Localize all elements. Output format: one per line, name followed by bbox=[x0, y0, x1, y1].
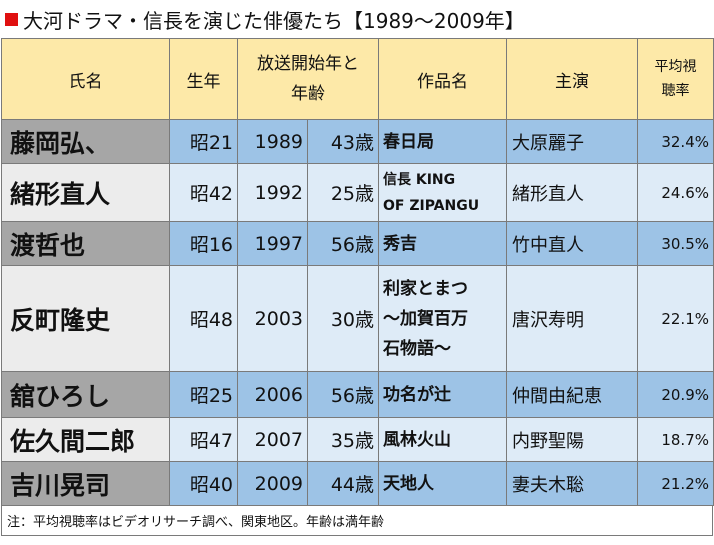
header-start-line2: 年齢 bbox=[291, 84, 325, 104]
table-row: 吉川晃司 昭40 2009 44歳 天地人 妻夫木聡 21.2% bbox=[1, 461, 714, 506]
name-cell: 吉川晃司 bbox=[1, 461, 170, 506]
year-cell: 2009 bbox=[237, 461, 308, 506]
work-line: 春日局 bbox=[383, 131, 434, 152]
title-text: 大河ドラマ・信長を演じた俳優たち【1989～2009年】 bbox=[23, 8, 525, 33]
table-row: 藤岡弘、 昭21 1989 43歳 春日局 大原麗子 32.4% bbox=[1, 119, 714, 164]
work-line: ～加賀百万 bbox=[383, 308, 468, 329]
name-cell: 緒形直人 bbox=[1, 163, 170, 222]
name-cell: 藤岡弘、 bbox=[1, 119, 170, 164]
age-cell: 44歳 bbox=[307, 461, 379, 506]
header-name: 氏名 bbox=[1, 38, 170, 120]
age-cell: 43歳 bbox=[307, 119, 379, 164]
work-cell: 功名が辻 bbox=[378, 371, 507, 418]
work-line: 天地人 bbox=[383, 473, 434, 494]
birth-cell: 昭21 bbox=[169, 119, 238, 164]
header-row: 氏名 生年 放送開始年と 年齢 作品名 主演 平均視 聴率 bbox=[1, 38, 714, 120]
header-rating-line2: 聴率 bbox=[661, 83, 690, 99]
birth-cell: 昭48 bbox=[169, 265, 238, 372]
work-cell: 信長 KING OF ZIPANGU bbox=[378, 163, 507, 222]
actors-table: 氏名 生年 放送開始年と 年齢 作品名 主演 平均視 聴率 藤岡弘、 昭21 198… bbox=[1, 38, 714, 506]
header-work: 作品名 bbox=[378, 38, 507, 120]
birth-cell: 昭47 bbox=[169, 417, 238, 462]
rating-cell: 20.9% bbox=[637, 371, 714, 418]
lead-cell: 竹中直人 bbox=[506, 221, 638, 266]
work-line: 秀吉 bbox=[383, 233, 417, 254]
work-cell: 風林火山 bbox=[378, 417, 507, 462]
header-lead: 主演 bbox=[506, 38, 638, 120]
footnote: 注：平均視聴率はビデオリサーチ調べ、関東地区。年齢は満年齢 bbox=[1, 506, 713, 536]
lead-cell: 緒形直人 bbox=[506, 163, 638, 222]
red-square-icon bbox=[5, 12, 18, 26]
header-rating-line1: 平均視 bbox=[654, 59, 697, 75]
work-cell: 春日局 bbox=[378, 119, 507, 164]
rating-cell: 30.5% bbox=[637, 221, 714, 266]
lead-cell: 内野聖陽 bbox=[506, 417, 638, 462]
header-birth: 生年 bbox=[169, 38, 238, 120]
table-row: 緒形直人 昭42 1992 25歳 信長 KING OF ZIPANGU 緒形直人 24.6% bbox=[1, 163, 714, 222]
year-cell: 1992 bbox=[237, 163, 308, 222]
work-cell: 天地人 bbox=[378, 461, 507, 506]
year-cell: 2006 bbox=[237, 371, 308, 418]
rating-cell: 18.7% bbox=[637, 417, 714, 462]
lead-cell: 妻夫木聡 bbox=[506, 461, 638, 506]
work-line: OF ZIPANGU bbox=[383, 197, 480, 214]
rating-cell: 24.6% bbox=[637, 163, 714, 222]
birth-cell: 昭16 bbox=[169, 221, 238, 266]
work-line: 利家とまつ bbox=[383, 278, 468, 299]
rating-cell: 21.2% bbox=[637, 461, 714, 506]
table-row: 舘ひろし 昭25 2006 56歳 功名が辻 仲間由紀恵 20.9% bbox=[1, 371, 714, 418]
rating-cell: 32.4% bbox=[637, 119, 714, 164]
table-row: 渡哲也 昭16 1997 56歳 秀吉 竹中直人 30.5% bbox=[1, 221, 714, 266]
age-cell: 30歳 bbox=[307, 265, 379, 372]
work-line: 石物語～ bbox=[383, 338, 451, 359]
age-cell: 35歳 bbox=[307, 417, 379, 462]
work-cell: 秀吉 bbox=[378, 221, 507, 266]
age-cell: 56歳 bbox=[307, 221, 379, 266]
name-cell: 舘ひろし bbox=[1, 371, 170, 418]
age-cell: 25歳 bbox=[307, 163, 379, 222]
page-title: 大河ドラマ・信長を演じた俳優たち【1989～2009年】 bbox=[0, 0, 714, 38]
header-start-line1: 放送開始年と bbox=[257, 54, 359, 74]
name-cell: 佐久間二郎 bbox=[1, 417, 170, 462]
table-row: 反町隆史 昭48 2003 30歳 利家とまつ ～加賀百万石物語～ 唐沢寿明 22.1% bbox=[1, 265, 714, 372]
table-row: 佐久間二郎 昭47 2007 35歳 風林火山 内野聖陽 18.7% bbox=[1, 417, 714, 462]
year-cell: 1997 bbox=[237, 221, 308, 266]
birth-cell: 昭40 bbox=[169, 461, 238, 506]
lead-cell: 唐沢寿明 bbox=[506, 265, 638, 372]
year-cell: 2003 bbox=[237, 265, 308, 372]
year-cell: 1989 bbox=[237, 119, 308, 164]
birth-cell: 昭25 bbox=[169, 371, 238, 418]
header-start: 放送開始年と 年齢 bbox=[237, 38, 379, 120]
work-line: 功名が辻 bbox=[383, 384, 451, 405]
name-cell: 反町隆史 bbox=[1, 265, 170, 372]
lead-cell: 大原麗子 bbox=[506, 119, 638, 164]
work-cell: 利家とまつ ～加賀百万石物語～ bbox=[378, 265, 507, 372]
age-cell: 56歳 bbox=[307, 371, 379, 418]
lead-cell: 仲間由紀恵 bbox=[506, 371, 638, 418]
year-cell: 2007 bbox=[237, 417, 308, 462]
work-line: 信長 KING bbox=[383, 171, 456, 188]
header-rating: 平均視 聴率 bbox=[637, 38, 714, 120]
name-cell: 渡哲也 bbox=[1, 221, 170, 266]
rating-cell: 22.1% bbox=[637, 265, 714, 372]
birth-cell: 昭42 bbox=[169, 163, 238, 222]
work-line: 風林火山 bbox=[383, 429, 451, 450]
